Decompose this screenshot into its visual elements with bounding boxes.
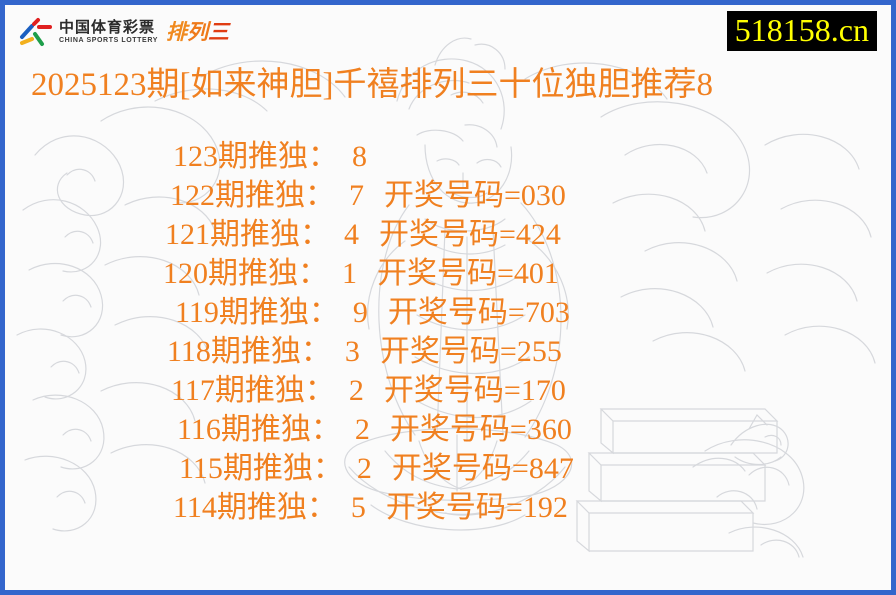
row-colon: ： bbox=[312, 452, 343, 485]
row-colon: ： bbox=[298, 257, 328, 290]
row-period: 117 bbox=[171, 374, 215, 407]
row-label: 期推独 bbox=[210, 218, 300, 251]
row-pick-number: 1 bbox=[342, 257, 357, 290]
row-label: 期推独 bbox=[218, 296, 309, 329]
row-period: 121 bbox=[165, 218, 210, 251]
row-pick-number: 5 bbox=[350, 491, 366, 524]
brand-logo: 中国体育彩票 CHINA SPORTS LOTTERY 排列三 bbox=[19, 15, 229, 49]
row-pick-number: 2 bbox=[354, 413, 370, 446]
row-label: 期推独 bbox=[215, 179, 305, 212]
row-award-label: 开奖号码= bbox=[389, 413, 527, 446]
brand-name-en: CHINA SPORTS LOTTERY bbox=[59, 37, 158, 44]
forecast-row: 114 期推独： 5 开奖号码= 192 bbox=[5, 488, 891, 527]
row-award-number: 030 bbox=[520, 179, 566, 212]
forecast-list: 123 期推独： 8 122 期推独： 7 开奖号码= 030 121 期推独： 4 开奖号码= 424… bbox=[5, 137, 891, 527]
row-award-number: 192 bbox=[522, 491, 568, 524]
row-colon: ： bbox=[304, 374, 335, 407]
row-award-number: 703 bbox=[524, 296, 570, 329]
row-period: 122 bbox=[170, 179, 215, 212]
row-pick-number: 4 bbox=[344, 218, 359, 251]
row-period: 116 bbox=[177, 413, 221, 446]
row-colon: ： bbox=[300, 218, 330, 251]
row-label: 期推独 bbox=[208, 257, 298, 290]
forecast-row: 123 期推独： 8 bbox=[5, 137, 891, 176]
row-period: 115 bbox=[179, 452, 223, 485]
row-pick-number: 9 bbox=[352, 296, 368, 329]
forecast-row: 121 期推独： 4 开奖号码= 424 bbox=[5, 215, 891, 254]
row-colon: ： bbox=[308, 140, 338, 173]
row-colon: ： bbox=[308, 296, 339, 329]
row-period: 123 bbox=[173, 140, 218, 173]
game-name: 排列三 bbox=[166, 16, 229, 46]
forecast-row: 117 期推独： 2 开奖号码= 170 bbox=[5, 371, 891, 410]
row-label: 期推独 bbox=[216, 491, 307, 524]
row-label: 期推独 bbox=[218, 140, 308, 173]
site-watermark: 518158.cn bbox=[726, 11, 877, 51]
row-colon: ： bbox=[310, 413, 341, 446]
row-award-number: 401 bbox=[513, 257, 559, 290]
row-award-label: 开奖号码= bbox=[384, 179, 521, 212]
brand-name-cn: 中国体育彩票 bbox=[59, 19, 156, 36]
row-colon: ： bbox=[305, 179, 335, 212]
row-colon: ： bbox=[306, 491, 337, 524]
row-period: 120 bbox=[163, 257, 208, 290]
forecast-row: 122 期推独： 7 开奖号码= 030 bbox=[5, 176, 891, 215]
forecast-row: 115 期推独： 2 开奖号码= 847 bbox=[5, 449, 891, 488]
row-award-label: 开奖号码= bbox=[383, 374, 521, 407]
row-label: 期推独 bbox=[214, 374, 305, 407]
row-award-number: 360 bbox=[526, 413, 572, 446]
row-colon: ： bbox=[300, 335, 331, 368]
row-award-label: 开奖号码= bbox=[377, 257, 514, 290]
row-award-number: 170 bbox=[520, 374, 566, 407]
game-name-char-1: 排 bbox=[165, 21, 187, 44]
row-award-number: 255 bbox=[516, 335, 562, 368]
row-period: 114 bbox=[173, 491, 217, 524]
row-label: 期推独 bbox=[220, 413, 311, 446]
forecast-row: 116 期推独： 2 开奖号码= 360 bbox=[5, 410, 891, 449]
row-award-label: 开奖号码= bbox=[391, 452, 529, 485]
game-name-char-3: 三 bbox=[207, 21, 229, 44]
forecast-row: 119 期推独： 9 开奖号码= 703 bbox=[5, 293, 891, 332]
row-award-label: 开奖号码= bbox=[379, 218, 516, 251]
game-name-char-2: 列 bbox=[186, 21, 208, 44]
china-sports-lottery-logo-icon bbox=[20, 18, 52, 46]
row-pick-number: 2 bbox=[356, 452, 372, 485]
row-award-label: 开奖号码= bbox=[379, 335, 517, 368]
row-period: 119 bbox=[175, 296, 219, 329]
row-pick-number: 2 bbox=[348, 374, 364, 407]
row-label: 期推独 bbox=[222, 452, 313, 485]
row-pick-number: 3 bbox=[344, 335, 360, 368]
row-pick-number: 7 bbox=[349, 179, 364, 212]
row-period: 118 bbox=[167, 335, 211, 368]
row-label: 期推独 bbox=[210, 335, 301, 368]
forecast-row: 120 期推独： 1 开奖号码= 401 bbox=[5, 254, 891, 293]
row-award-label: 开奖号码= bbox=[387, 296, 525, 329]
header: 中国体育彩票 CHINA SPORTS LOTTERY 排列三 518158.c… bbox=[5, 5, 891, 57]
row-award-number: 424 bbox=[515, 218, 561, 251]
row-award-number: 847 bbox=[528, 452, 574, 485]
page-title: 2025123期[如来神胆]千禧排列三十位独胆推荐8 bbox=[31, 67, 713, 103]
brand-text: 中国体育彩票 CHINA SPORTS LOTTERY bbox=[59, 20, 158, 44]
forecast-row: 118 期推独： 3 开奖号码= 255 bbox=[5, 332, 891, 371]
row-pick-number: 8 bbox=[352, 140, 367, 173]
row-award-label: 开奖号码= bbox=[385, 491, 523, 524]
